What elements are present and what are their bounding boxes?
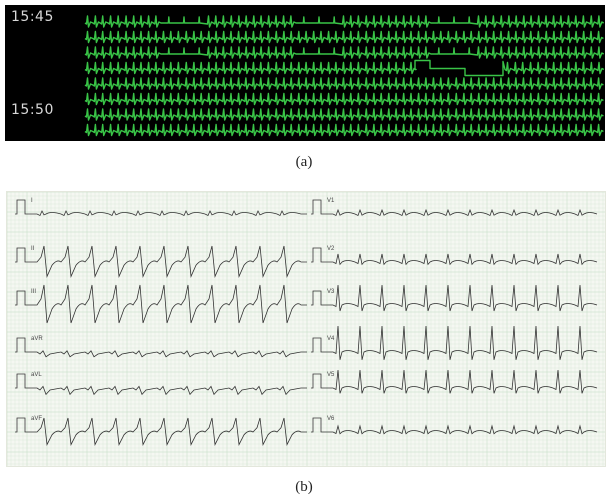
monitor-trace-row	[84, 77, 604, 90]
monitor-trace-row	[84, 59, 605, 77]
calibration-pulse	[311, 373, 323, 389]
monitor-trace-row	[84, 30, 604, 44]
calibration-pulse	[311, 199, 323, 215]
monitor-trace-row	[84, 123, 604, 137]
lead-label: V4	[327, 336, 335, 342]
calibration-pulse	[311, 337, 323, 353]
lead-trace	[323, 284, 598, 312]
monitor-strip-panel: 15:45 15:50	[5, 5, 605, 141]
monitor-trace-row	[84, 15, 605, 28]
monitor-trace-row	[84, 46, 605, 59]
lead-trace	[27, 385, 307, 396]
lead-label: V5	[327, 372, 335, 378]
lead-trace	[27, 245, 307, 278]
lead-label: V3	[327, 289, 335, 295]
lead-trace	[323, 369, 598, 394]
monitor-trace-row	[84, 108, 604, 121]
lead-label: aVR	[31, 336, 43, 342]
calibration-pulse	[15, 290, 27, 306]
caption-a: (a)	[295, 154, 313, 170]
lead-label: III	[31, 289, 36, 295]
monitor-strip-traces	[84, 15, 605, 137]
lead-label: V6	[327, 416, 335, 422]
calibration-pulse	[15, 199, 27, 215]
lead-label: II	[31, 246, 35, 252]
lead-trace	[27, 417, 307, 446]
calibration-pulse	[15, 373, 27, 389]
calibration-pulse	[311, 290, 323, 306]
calibration-pulse	[15, 247, 27, 263]
ecg-grid-and-traces: I V1 II V2 III V3 aVR V4 aVL V5 aVF V6	[7, 192, 605, 466]
time-label-end: 15:50	[11, 102, 54, 118]
monitor-trace-row	[84, 92, 604, 106]
lead-label: V2	[327, 246, 335, 252]
ecg-grid	[7, 192, 605, 466]
lead-trace	[27, 350, 307, 358]
lead-label: aVF	[31, 416, 42, 422]
lead-trace	[27, 210, 307, 217]
twelve-lead-ecg-panel: I V1 II V2 III V3 aVR V4 aVL V5 aVF V6	[6, 191, 606, 467]
calibration-pulse	[311, 247, 323, 263]
lead-label: V1	[327, 198, 335, 204]
lead-label: aVL	[31, 372, 42, 378]
calibration-pulse	[311, 417, 323, 433]
calibration-pulse	[15, 417, 27, 433]
caption-b: (b)	[295, 479, 313, 495]
calibration-pulse	[15, 337, 27, 353]
lead-label: I	[31, 198, 33, 204]
lead-trace	[27, 284, 307, 324]
lead-trace	[323, 325, 598, 360]
lead-trace	[323, 208, 598, 217]
lead-trace	[323, 253, 598, 266]
time-label-start: 15:45	[11, 9, 54, 25]
lead-trace	[323, 424, 598, 435]
